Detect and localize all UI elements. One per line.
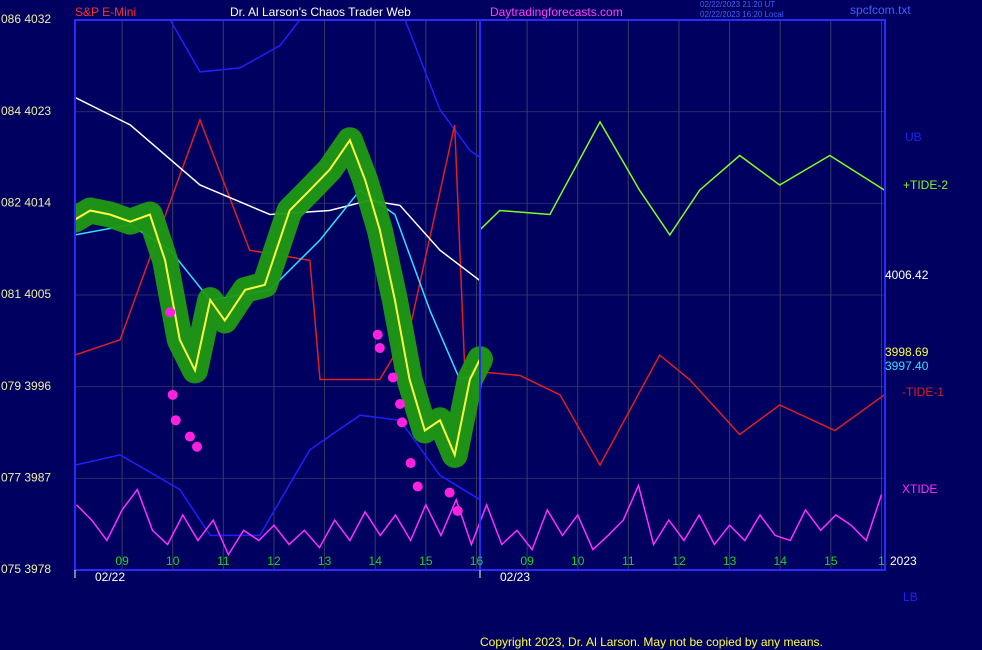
x-tick-label: 15: [419, 554, 433, 568]
x-tick-label: 12: [267, 554, 281, 568]
series-line: [479, 120, 885, 237]
y-tick-label: 077 3987: [1, 471, 51, 485]
x-tick-label: 10: [166, 554, 180, 568]
y-tick-label: 081 4005: [1, 287, 51, 301]
plot-layer: [75, 20, 885, 557]
x-tick-label: 13: [318, 554, 332, 568]
price-dot: [397, 417, 408, 428]
series-line: [75, 414, 481, 537]
price-dot: [395, 398, 406, 409]
chart-title: Dr. Al Larson's Chaos Trader Web: [230, 5, 411, 19]
x-tick-label: 15: [824, 554, 838, 568]
y-tick-label: 084 4023: [1, 104, 51, 118]
series-line: [75, 138, 481, 459]
legend-label: XTIDE: [902, 482, 937, 496]
x-tick-label: 14: [774, 554, 788, 568]
price-dot: [170, 415, 181, 426]
price-dot: [444, 487, 455, 498]
x-tick-label: 14: [369, 554, 383, 568]
price-dot: [452, 505, 463, 516]
end-label: 4006.42: [885, 268, 929, 282]
x-tick-label: 11: [622, 554, 635, 568]
x-tick-label: 09: [520, 554, 534, 568]
price-dot: [167, 389, 178, 400]
price-dot: [192, 441, 203, 452]
copyright: Copyright 2023, Dr. Al Larson. May not b…: [480, 635, 823, 649]
price-dot: [412, 481, 423, 492]
y-tick-label: 082 4014: [1, 196, 51, 210]
x-tick-label: 13: [723, 554, 737, 568]
y-tick-label: 075 3978: [1, 562, 51, 576]
price-dot: [372, 329, 383, 340]
date-label: 02/23: [500, 570, 530, 584]
file-name: spcfcom.txt: [850, 3, 911, 17]
instrument: S&P E-Mini: [75, 5, 136, 19]
price-dot: [184, 431, 195, 442]
timestamp: 02/22/2023 21:20 UT: [700, 0, 775, 9]
price-dot: [387, 372, 398, 383]
price-dot: [165, 307, 176, 318]
x-tick-label: 1: [878, 554, 885, 568]
year-label: 2023: [890, 554, 917, 568]
price-dot: [374, 342, 385, 353]
date-label: 02/22: [95, 570, 125, 584]
legend-label: LB: [903, 590, 918, 604]
y-tick-label: 079 3996: [1, 379, 51, 393]
timestamp: 02/22/2023 16:20 Local: [700, 10, 784, 19]
legend-label: -TIDE-1: [902, 385, 944, 399]
legend-label: +TIDE-2: [903, 178, 948, 192]
x-tick-label: 11: [217, 554, 230, 568]
site: Daytradingforecasts.com: [490, 5, 623, 19]
y-tick-label: 086 4032: [1, 12, 51, 26]
x-tick-label: 16: [470, 554, 484, 568]
x-tick-label: 09: [115, 554, 129, 568]
end-label: 3998.69: [885, 345, 929, 359]
series-line: [75, 96, 481, 282]
price-dot: [405, 458, 416, 469]
end-label: 3997.40: [885, 359, 929, 373]
x-tick-label: 10: [571, 554, 585, 568]
x-tick-label: 12: [672, 554, 686, 568]
legend-label: UB: [905, 130, 922, 144]
